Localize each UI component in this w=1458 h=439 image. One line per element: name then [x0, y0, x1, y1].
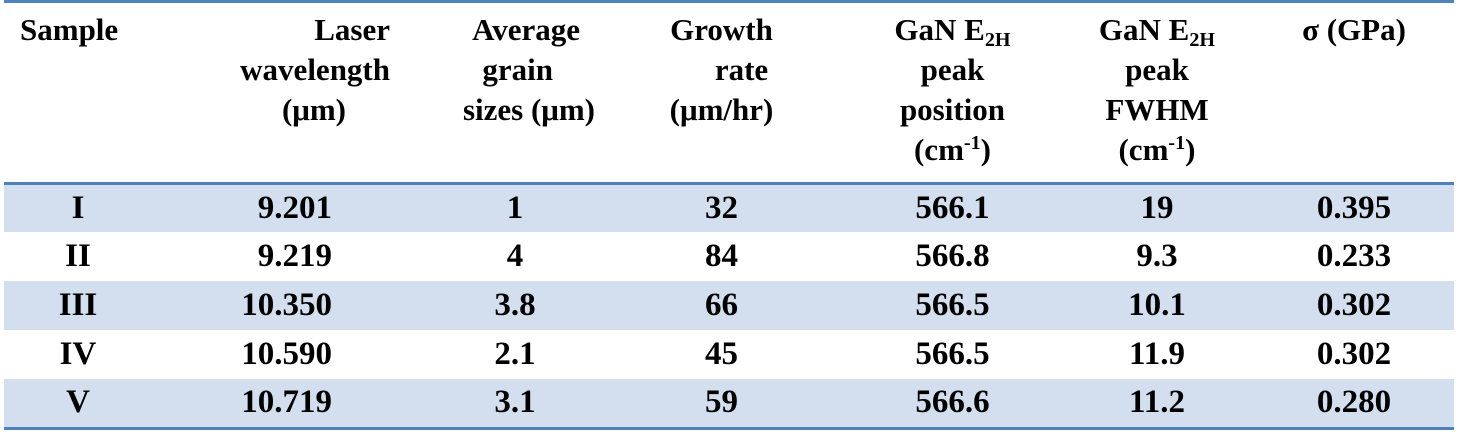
header-laser-line: wavelength	[240, 52, 390, 87]
cell-peak-position: 566.8	[915, 238, 990, 274]
cell-growth-rate: 32	[598, 183, 845, 232]
header-fwhm-gan: GaN E	[1098, 12, 1190, 47]
header-laser-line: (μm)	[281, 92, 346, 127]
cell-sample: III	[4, 281, 152, 330]
top-rule	[1060, 0, 1254, 3]
header-peakpos-sub: 2H	[984, 28, 1011, 51]
cell-growth-rate: 84	[705, 238, 738, 274]
header-peakpos-line3: position	[899, 92, 1006, 127]
cell-sigma: 0.302	[1316, 336, 1392, 372]
top-rule	[598, 0, 845, 3]
cell-peak-position: 566.5	[915, 336, 990, 372]
cell-sigma: 0.302	[1254, 281, 1454, 330]
header-fwhm-sup: -1	[1168, 131, 1186, 154]
cell-sigma: 0.395	[1254, 183, 1454, 232]
header-grain-line: grain	[482, 52, 553, 87]
header-fwhm-sub: 2H	[1189, 28, 1216, 51]
header-fwhm-close: )	[1185, 132, 1196, 167]
header-sigma-line: σ (GPa)	[1302, 12, 1406, 47]
cell-laser-wavelength: 9.219	[257, 238, 332, 274]
table-body: I 9.201 1 32 566.1 19 0.395 II 9.219 4 8…	[4, 183, 1454, 430]
data-table-container: Sample Laser wavelength (μm) Average gra…	[4, 0, 1454, 430]
table-row: II 9.219 4 84 566.8 9.3 0.233	[4, 232, 1454, 281]
header-peak-position: GaN E2H peak position (cm-1)	[845, 0, 1060, 185]
header-peak-fwhm: GaN E2H peak FWHM (cm-1)	[1060, 0, 1254, 185]
cell-peak-fwhm: 10.1	[1060, 281, 1254, 330]
table-row: III 10.350 3.8 66 566.5 10.1 0.302	[4, 281, 1454, 330]
header-peakpos-gan: GaN E	[894, 12, 985, 47]
cell-peak-fwhm: 9.3	[1136, 238, 1178, 274]
header-peakpos-unit: (cm	[913, 132, 964, 167]
header-grain-line: Average	[472, 12, 580, 47]
cell-grain-size: 1	[410, 183, 598, 232]
cell-sample: II	[65, 238, 91, 274]
header-fwhm-line1: GaN E2H	[1060, 10, 1254, 50]
cell-grain-size: 4	[506, 238, 524, 274]
header-fwhm-line2: peak	[1125, 52, 1189, 87]
header-sigma: σ (GPa)	[1254, 0, 1454, 185]
header-fwhm-line3: FWHM	[1105, 92, 1209, 127]
header-peakpos-close: )	[980, 132, 991, 167]
cell-laser-wavelength: 10.350	[152, 281, 410, 330]
header-laser-line: Laser	[314, 12, 390, 47]
cell-peak-fwhm: 19	[1060, 183, 1254, 232]
cell-peak-fwhm: 11.9	[1129, 336, 1185, 372]
header-sample: Sample	[4, 0, 152, 185]
top-rule	[1254, 0, 1454, 3]
cell-growth-rate: 45	[705, 336, 738, 372]
header-peakpos-line1: GaN E2H	[845, 10, 1060, 50]
cell-peak-position: 566.5	[845, 281, 1060, 330]
cell-laser-wavelength: 9.201	[152, 183, 410, 232]
header-growth-rate: Growth rate (μm/hr)	[598, 0, 845, 185]
top-rule	[410, 0, 598, 3]
cell-sigma: 0.280	[1254, 379, 1454, 430]
header-growth-line: (μm/hr)	[669, 92, 774, 127]
cell-sigma: 0.233	[1316, 238, 1392, 274]
top-rule	[152, 0, 410, 3]
cell-grain-size: 3.1	[410, 379, 598, 430]
header-laser-wavelength: Laser wavelength (μm)	[152, 0, 410, 185]
cell-sample: V	[4, 379, 152, 430]
cell-growth-rate: 66	[598, 281, 845, 330]
header-growth-line: Growth	[670, 12, 773, 47]
table-row: I 9.201 1 32 566.1 19 0.395	[4, 183, 1454, 232]
cell-laser-wavelength: 10.719	[152, 379, 410, 430]
cell-laser-wavelength: 10.590	[241, 336, 332, 372]
table-header: Sample Laser wavelength (μm) Average gra…	[4, 0, 1454, 185]
header-peakpos-line4: (cm-1)	[845, 130, 1060, 170]
header-sample-line: Sample	[20, 12, 119, 47]
cell-peak-fwhm: 11.2	[1060, 379, 1254, 430]
header-fwhm-line4: (cm-1)	[1060, 130, 1254, 170]
header-peakpos-sup: -1	[963, 131, 981, 154]
header-growth-line: rate	[714, 52, 769, 87]
cell-grain-size: 3.8	[410, 281, 598, 330]
top-rule	[4, 0, 152, 3]
cell-sample: I	[4, 183, 152, 232]
header-row: Sample Laser wavelength (μm) Average gra…	[4, 0, 1454, 185]
cell-growth-rate: 59	[598, 379, 845, 430]
header-average-grain-size: Average grain sizes (μm)	[410, 0, 598, 185]
cell-grain-size: 2.1	[494, 336, 536, 372]
cell-peak-position: 566.6	[845, 379, 1060, 430]
header-peakpos-line2: peak	[920, 52, 985, 87]
table-row: V 10.719 3.1 59 566.6 11.2 0.280	[4, 379, 1454, 430]
header-fwhm-unit: (cm	[1118, 132, 1169, 167]
cell-peak-position: 566.1	[845, 183, 1060, 232]
gan-sample-table: Sample Laser wavelength (μm) Average gra…	[4, 0, 1454, 430]
header-grain-line: sizes (μm)	[462, 92, 595, 127]
table-row: IV 10.590 2.1 45 566.5 11.9 0.302	[4, 330, 1454, 379]
cell-sample: IV	[59, 336, 97, 372]
top-rule	[845, 0, 1060, 3]
